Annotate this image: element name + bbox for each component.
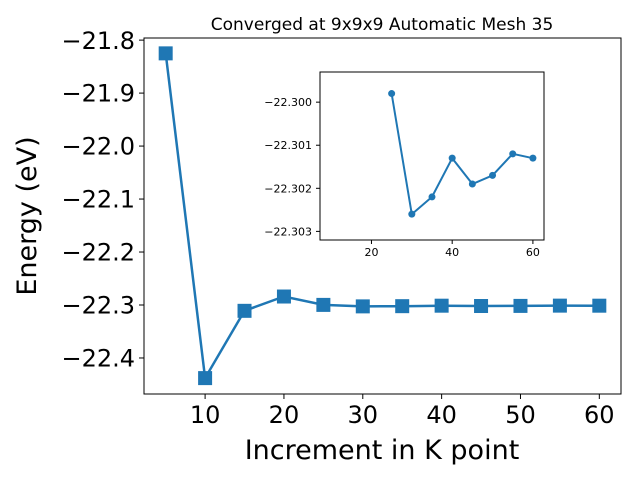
main-data-point bbox=[592, 298, 607, 313]
inset-y-ticks: −22.303 −22.302 −22.301 −22.300 bbox=[264, 96, 320, 238]
chart-title: Converged at 9x9x9 Automatic Mesh 35 bbox=[211, 15, 554, 35]
main-y-tick-label: −22.4 bbox=[61, 345, 135, 373]
main-data-point bbox=[276, 289, 291, 304]
inset-data-point bbox=[448, 154, 456, 162]
main-x-tick-label: 50 bbox=[505, 401, 536, 429]
y-axis-label: Energy (eV) bbox=[12, 136, 43, 295]
main-data-point bbox=[395, 299, 410, 314]
inset-x-ticks: 20 40 60 bbox=[364, 240, 540, 259]
inset-y-tick-label: −22.302 bbox=[264, 182, 312, 195]
energy-series-markers bbox=[158, 46, 607, 386]
inset-series-markers bbox=[388, 90, 537, 218]
main-plot-area bbox=[158, 46, 607, 386]
inset-data-point bbox=[408, 210, 416, 218]
main-y-tick-label: −22.0 bbox=[61, 133, 135, 161]
inset-chart: 20 40 60 −22.303 −22.302 −22.301 −22.300 bbox=[264, 71, 545, 259]
main-x-tick-label: 20 bbox=[269, 401, 300, 429]
inset-y-tick-label: −22.301 bbox=[264, 139, 312, 152]
main-data-point bbox=[434, 298, 449, 313]
main-chart: Converged at 9x9x9 Automatic Mesh 35 10 2… bbox=[12, 15, 622, 466]
main-x-tick-label: 30 bbox=[348, 401, 379, 429]
main-y-tick-label: −22.2 bbox=[61, 239, 135, 267]
main-data-point bbox=[474, 299, 489, 314]
main-axes-frame bbox=[143, 37, 622, 395]
main-data-point bbox=[316, 297, 331, 312]
inset-data-point bbox=[468, 180, 476, 188]
main-data-point bbox=[158, 46, 173, 61]
inset-data-point bbox=[529, 154, 537, 162]
inset-x-tick-label: 40 bbox=[445, 246, 459, 259]
main-data-point bbox=[355, 299, 370, 314]
main-y-ticks: −21.8 −21.9 −22.0 −22.1 −22.2 −22.3 −22.4 bbox=[61, 27, 144, 373]
inset-y-tick-label: −22.303 bbox=[264, 225, 312, 238]
inset-data-point bbox=[428, 193, 436, 201]
main-y-tick-label: −21.8 bbox=[61, 27, 135, 55]
inset-data-point bbox=[489, 171, 497, 179]
inset-plot-area bbox=[388, 90, 537, 218]
main-y-tick-label: −21.9 bbox=[61, 80, 135, 108]
inset-x-tick-label: 20 bbox=[364, 246, 378, 259]
main-data-point bbox=[552, 298, 567, 313]
main-y-tick-label: −22.3 bbox=[61, 292, 135, 320]
main-data-point bbox=[237, 303, 252, 318]
main-x-tick-label: 40 bbox=[426, 401, 457, 429]
x-axis-label: Increment in K point bbox=[245, 435, 520, 466]
inset-axes-frame bbox=[319, 71, 545, 241]
inset-x-tick-label: 60 bbox=[526, 246, 540, 259]
inset-background bbox=[320, 72, 544, 240]
main-data-point bbox=[513, 298, 528, 313]
inset-data-point bbox=[388, 90, 396, 98]
inset-series-line bbox=[390, 93, 534, 217]
main-data-point bbox=[198, 371, 213, 386]
main-x-tick-label: 10 bbox=[190, 401, 221, 429]
main-x-ticks: 10 20 30 40 50 60 bbox=[190, 394, 615, 429]
inset-y-tick-label: −22.300 bbox=[264, 96, 312, 109]
inset-data-point bbox=[509, 150, 517, 158]
main-x-tick-label: 60 bbox=[584, 401, 615, 429]
main-y-tick-label: −22.1 bbox=[61, 186, 135, 214]
